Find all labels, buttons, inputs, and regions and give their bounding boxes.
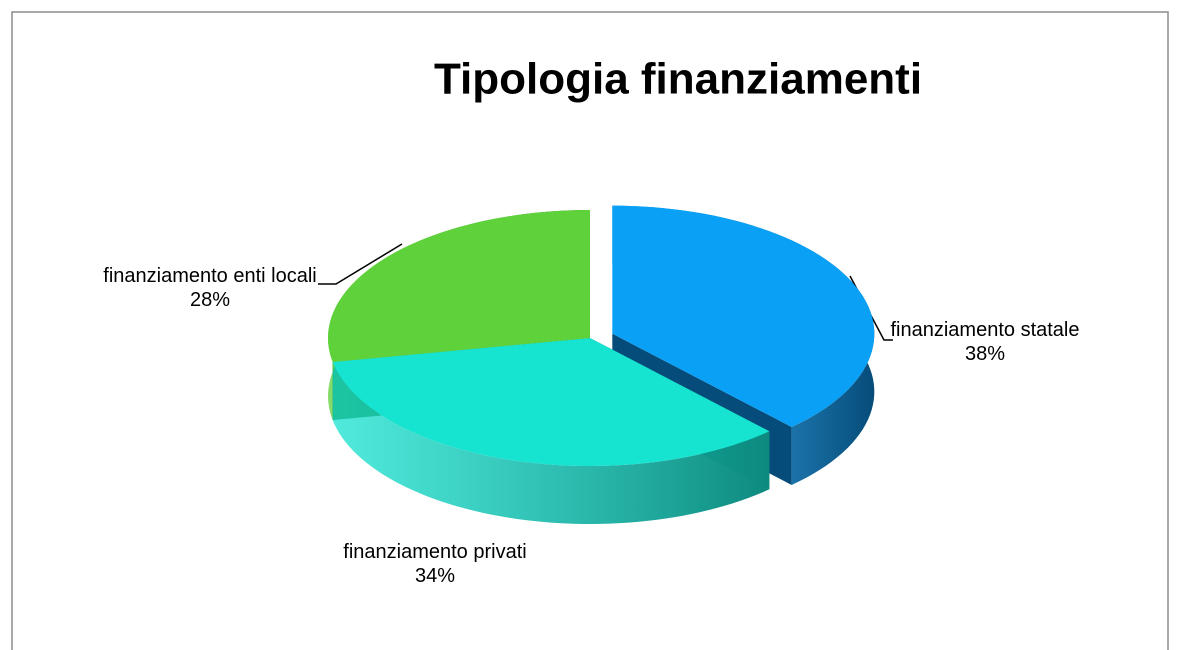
data-label: finanziamento enti locali 28% bbox=[100, 264, 320, 312]
pie-slice bbox=[612, 205, 875, 427]
slice-tops bbox=[328, 205, 875, 466]
label-value: 38% bbox=[964, 343, 1006, 365]
chart-frame bbox=[11, 11, 1169, 650]
chart-title: Tipologia finanziamenti bbox=[434, 55, 922, 104]
pie-slice bbox=[328, 210, 590, 362]
slice-side bbox=[332, 361, 770, 524]
label-category: finanziamento privati bbox=[343, 541, 527, 563]
label-category: finanziamento statale bbox=[890, 319, 1080, 341]
leader-line bbox=[318, 243, 403, 285]
label-value: 34% bbox=[414, 565, 456, 587]
pie-slice bbox=[332, 338, 770, 466]
label-value: 28% bbox=[189, 289, 231, 311]
data-label: finanziamento statale 38% bbox=[890, 318, 1080, 366]
data-label: finanziamento privati 34% bbox=[340, 540, 530, 588]
label-category: finanziamento enti locali bbox=[103, 265, 317, 287]
